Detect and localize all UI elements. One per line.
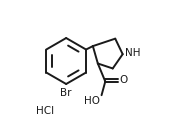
Text: HCl: HCl (36, 106, 54, 116)
Text: HO: HO (84, 96, 100, 106)
Text: O: O (120, 75, 128, 85)
Text: Br: Br (60, 88, 71, 98)
Text: NH: NH (124, 48, 140, 58)
